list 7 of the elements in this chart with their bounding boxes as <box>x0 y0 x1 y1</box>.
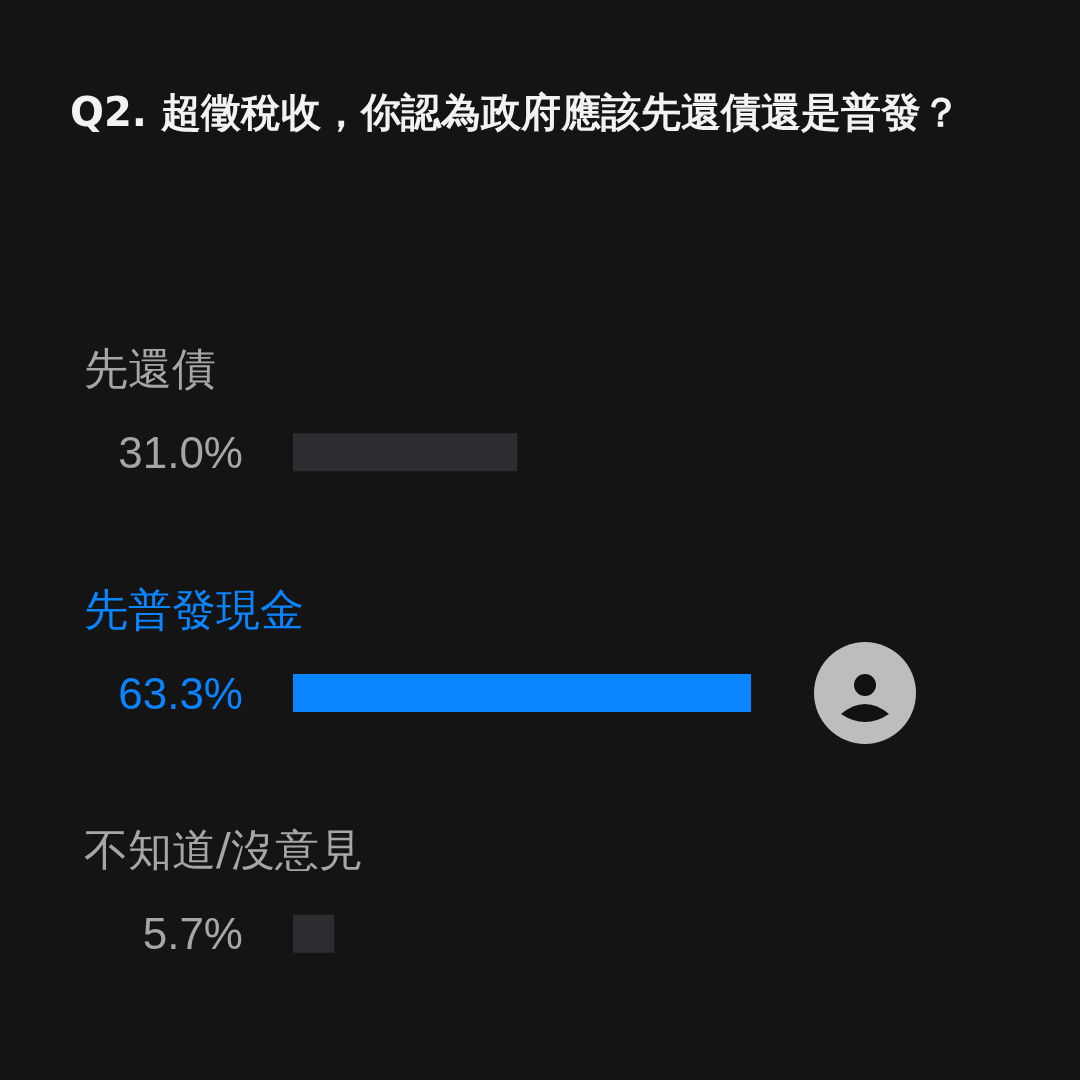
data-label: 5.7% <box>142 909 243 959</box>
data-label: 31.0% <box>118 427 243 477</box>
chart-title: Q2. 超徵稅收，你認為政府應該先還債還是普發？ <box>70 89 961 135</box>
data-label: 63.3% <box>118 668 243 718</box>
y-tick-label: 不知道/沒意見 <box>84 824 363 876</box>
y-tick-label: 先普發現金 <box>84 583 304 635</box>
y-tick-label: 先還債 <box>84 342 216 394</box>
